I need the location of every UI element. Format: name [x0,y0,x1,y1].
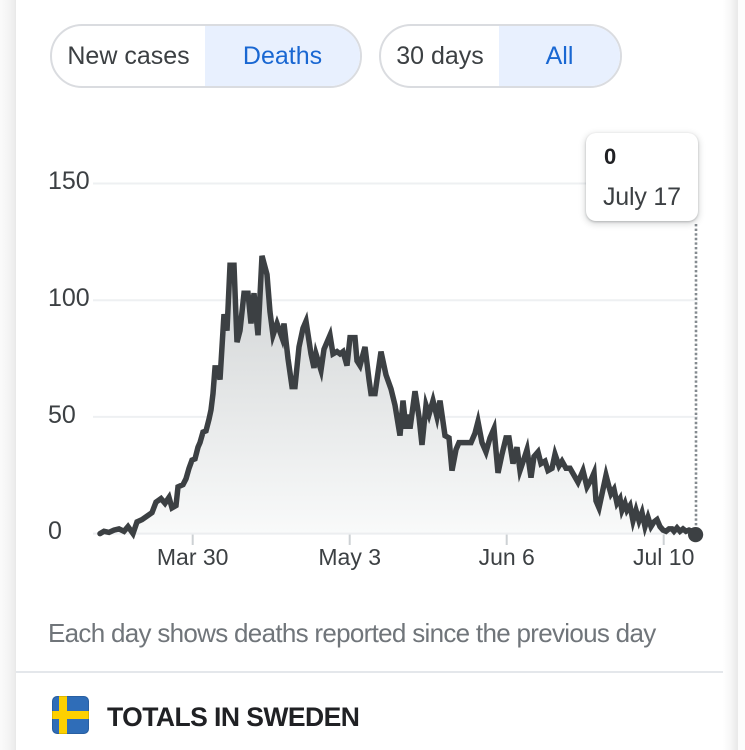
svg-text:100: 100 [48,284,90,312]
svg-text:150: 150 [48,167,90,195]
svg-text:Jun 6: Jun 6 [479,544,535,570]
svg-text:Jul 10: Jul 10 [633,544,694,570]
svg-text:May 3: May 3 [318,544,381,570]
svg-text:Mar 30: Mar 30 [157,544,229,570]
svg-text:50: 50 [48,401,76,429]
svg-text:0: 0 [48,517,62,545]
